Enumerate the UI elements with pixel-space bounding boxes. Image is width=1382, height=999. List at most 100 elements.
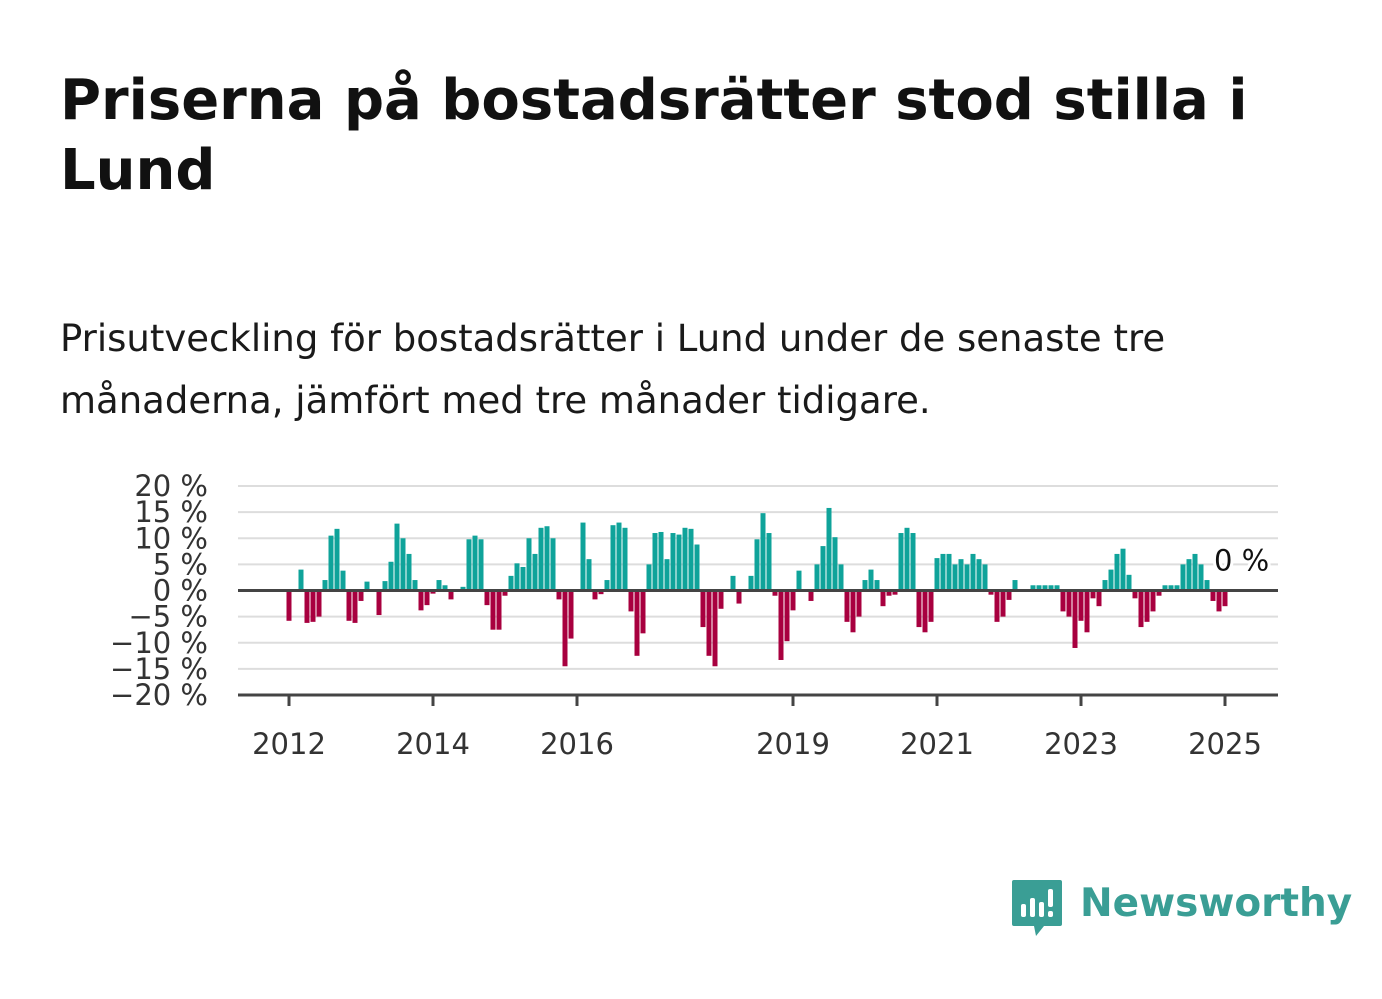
bar (646, 564, 652, 591)
bar (598, 590, 604, 595)
bar (400, 538, 406, 591)
bar (328, 535, 334, 591)
bar (952, 564, 958, 591)
y-tick-label: 0 % (153, 574, 208, 608)
bar (1066, 590, 1072, 617)
bar (496, 590, 502, 630)
bar (736, 590, 742, 604)
bar (862, 580, 868, 591)
bar (778, 590, 784, 660)
x-tick-label: 2016 (540, 727, 614, 761)
bar (406, 553, 412, 591)
bar (766, 533, 772, 591)
bar (1114, 553, 1120, 591)
bar (1162, 585, 1168, 591)
bar (1054, 585, 1060, 591)
bar (568, 590, 574, 639)
bar (970, 553, 976, 591)
y-tick-label: −15 % (110, 652, 208, 686)
bar (760, 513, 766, 591)
bar (1108, 569, 1114, 591)
bar (1060, 590, 1066, 612)
bar (790, 590, 796, 611)
bar (382, 581, 388, 591)
bar (1042, 585, 1048, 591)
bar (1030, 585, 1036, 591)
y-tick-label: 5 % (153, 547, 208, 581)
x-tick-label: 2014 (396, 727, 470, 761)
bar (1102, 580, 1108, 591)
bar (1180, 564, 1186, 591)
bar (844, 590, 850, 622)
bar (358, 590, 364, 601)
bar (364, 581, 370, 591)
bar (784, 590, 790, 642)
bar (286, 590, 292, 621)
bar (910, 533, 916, 591)
bar (700, 590, 706, 628)
bar (592, 590, 598, 600)
y-tick-label: −20 % (110, 678, 208, 712)
bar (688, 528, 694, 591)
bar (634, 590, 640, 656)
bar (712, 590, 718, 667)
bar (334, 528, 340, 591)
bar (562, 590, 568, 667)
bar (544, 526, 550, 591)
bar (1150, 590, 1156, 612)
bar (1096, 590, 1102, 607)
bar (772, 590, 778, 596)
newsworthy-logo-icon (1012, 880, 1062, 936)
bar (640, 590, 646, 634)
bar (1078, 590, 1084, 621)
bar (658, 531, 664, 591)
bar (670, 533, 676, 591)
bar (934, 558, 940, 591)
bar (1186, 559, 1192, 591)
bar (922, 590, 928, 633)
bar (1036, 585, 1042, 591)
bar (580, 522, 586, 591)
bar (316, 590, 322, 617)
bar (1174, 585, 1180, 591)
bar (982, 564, 988, 591)
x-tick-label: 2025 (1188, 727, 1262, 761)
bar (886, 590, 892, 596)
bar (526, 538, 532, 591)
x-tick-label: 2012 (252, 727, 326, 761)
bar (586, 559, 592, 591)
newsworthy-logo: Newsworthy (1010, 878, 1352, 940)
bar (1138, 590, 1144, 628)
bar (1144, 590, 1150, 622)
bar (1072, 590, 1078, 648)
bar (1012, 580, 1018, 591)
bar (394, 523, 400, 591)
bar (610, 525, 616, 591)
bar (502, 590, 508, 596)
price-change-bar-chart: 20 %15 %10 %5 %0 %−5 %−10 %−15 %−20 % 20… (110, 469, 1278, 761)
bar (898, 533, 904, 591)
bar (604, 580, 610, 591)
bar (856, 590, 862, 617)
bar (1156, 590, 1162, 596)
y-tick-label: −10 % (110, 626, 208, 660)
bar (1204, 580, 1210, 591)
bar (664, 559, 670, 591)
bar (538, 527, 544, 591)
chart-subtitle: Prisutveckling för bostadsrätter i Lund … (60, 317, 1166, 422)
bar (964, 564, 970, 591)
bar (484, 590, 490, 606)
bar (478, 539, 484, 591)
bar (1222, 590, 1228, 607)
bar (1126, 574, 1132, 591)
bar (730, 575, 736, 591)
bar (628, 590, 634, 612)
bar (928, 590, 934, 622)
bar (532, 553, 538, 591)
bar (754, 539, 760, 591)
bar (682, 527, 688, 591)
bar (1000, 590, 1006, 617)
bar (622, 527, 628, 591)
bar (550, 538, 556, 591)
bar (352, 590, 358, 623)
